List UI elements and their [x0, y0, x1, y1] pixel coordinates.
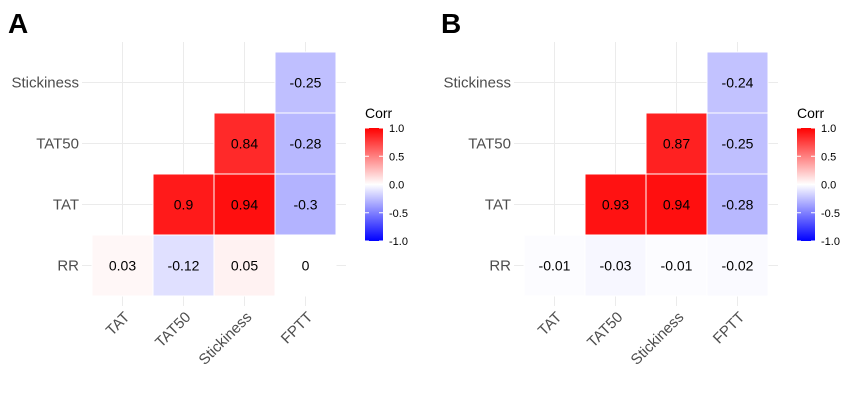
y-tick-label: RR — [57, 258, 79, 275]
legend-tick-label: -1.0 — [389, 236, 408, 248]
legend-title: Corr — [797, 105, 825, 121]
heatmap-cell — [584, 234, 647, 297]
y-tick-label: TAT — [53, 197, 79, 214]
legend-tick-label: 0.0 — [389, 180, 404, 192]
heatmap-cell — [645, 173, 708, 236]
y-tick-label: TAT50 — [36, 136, 79, 153]
color-legend: Corr 1.0 0.5 0.0 -0.5 -1.0 — [797, 105, 840, 248]
x-tick-label: TAT50 — [152, 309, 194, 351]
cell-value-label: -0.3 — [293, 197, 317, 213]
legend-tick-label: 0.5 — [389, 151, 404, 163]
y-tick-label: TAT — [485, 197, 511, 214]
cell-value-label: -0.03 — [600, 258, 632, 274]
cell-value-label: -0.01 — [661, 258, 693, 274]
heatmap-cell — [706, 234, 769, 297]
legend-tick-label: -0.5 — [389, 208, 408, 220]
color-legend: Corr 1.0 0.5 0.0 -0.5 -1.0 — [365, 105, 408, 248]
cell-value-label: 0.94 — [231, 197, 258, 213]
heatmap-cell — [706, 173, 769, 236]
cell-value-label: -0.25 — [722, 136, 754, 152]
panel-b: B-0.01 -0.03 -0.01 -0.020.93 0.94 -0.280.87 -0… — [441, 8, 840, 369]
x-tick-label: Stickiness — [628, 309, 688, 369]
cell-value-label: -0.28 — [290, 136, 322, 152]
panel-label: A — [8, 8, 28, 39]
heatmap-cell — [274, 112, 337, 175]
legend-tick-label: -0.5 — [821, 208, 840, 220]
y-tick-label: Stickiness — [11, 75, 79, 92]
legend-tick-label: 1.0 — [389, 123, 404, 135]
cell-value-label: 0.05 — [231, 258, 258, 274]
cell-value-label: 0.03 — [109, 258, 136, 274]
heatmap-cells: -0.01 -0.03 -0.01 -0.02 0.93 0.94 -0.28 0.87 -0.… — [523, 51, 769, 297]
x-tick-label: FPTT — [278, 309, 317, 348]
heatmap-cell — [274, 51, 337, 114]
heatmap-cells: 0.03 -0.12 0.05 0 0.9 0.94 -0.3 0.84 -0.28 -0.25 — [91, 51, 337, 297]
legend-tick-label: 0.0 — [821, 180, 836, 192]
heatmap-cell — [91, 234, 154, 297]
cell-value-label: 0.9 — [174, 197, 194, 213]
legend-tick-label: 1.0 — [821, 123, 836, 135]
y-tick-label: Stickiness — [443, 75, 511, 92]
legend-tick-label: 0.5 — [821, 151, 836, 163]
x-tick-label: Stickiness — [196, 309, 256, 369]
cell-value-label: -0.25 — [290, 75, 322, 91]
cell-value-label: 0.84 — [231, 136, 258, 152]
legend-tick-label: -1.0 — [821, 236, 840, 248]
cell-value-label: 0.87 — [663, 136, 690, 152]
heatmap-cell — [213, 112, 276, 175]
cell-value-label: 0 — [302, 258, 310, 274]
y-tick-label: RR — [489, 258, 511, 275]
heatmap-cell — [152, 234, 215, 297]
legend-colorbar — [365, 128, 383, 241]
cell-value-label: -0.12 — [168, 258, 200, 274]
x-tick-label: TAT — [103, 309, 133, 339]
legend-colorbar — [797, 128, 815, 241]
cell-value-label: 0.93 — [602, 197, 629, 213]
heatmap-cell — [645, 112, 708, 175]
x-tick-label: TAT — [535, 309, 565, 339]
cell-value-label: -0.02 — [722, 258, 754, 274]
panel-a: A 0.03 -0.12 0.05 0 0.9 0.94 -0.3 0.84 -0.28 -0.25… — [8, 8, 408, 369]
panel-label: B — [441, 8, 461, 39]
heatmap-cell — [274, 234, 337, 297]
y-tick-label: TAT50 — [468, 136, 511, 153]
cell-value-label: -0.01 — [539, 258, 571, 274]
cell-value-label: -0.24 — [722, 75, 754, 91]
cell-value-label: -0.28 — [722, 197, 754, 213]
legend-title: Corr — [365, 105, 393, 121]
x-tick-label: FPTT — [710, 309, 749, 348]
cell-value-label: 0.94 — [663, 197, 690, 213]
heatmap-cell — [706, 51, 769, 114]
x-tick-label: TAT50 — [584, 309, 626, 351]
